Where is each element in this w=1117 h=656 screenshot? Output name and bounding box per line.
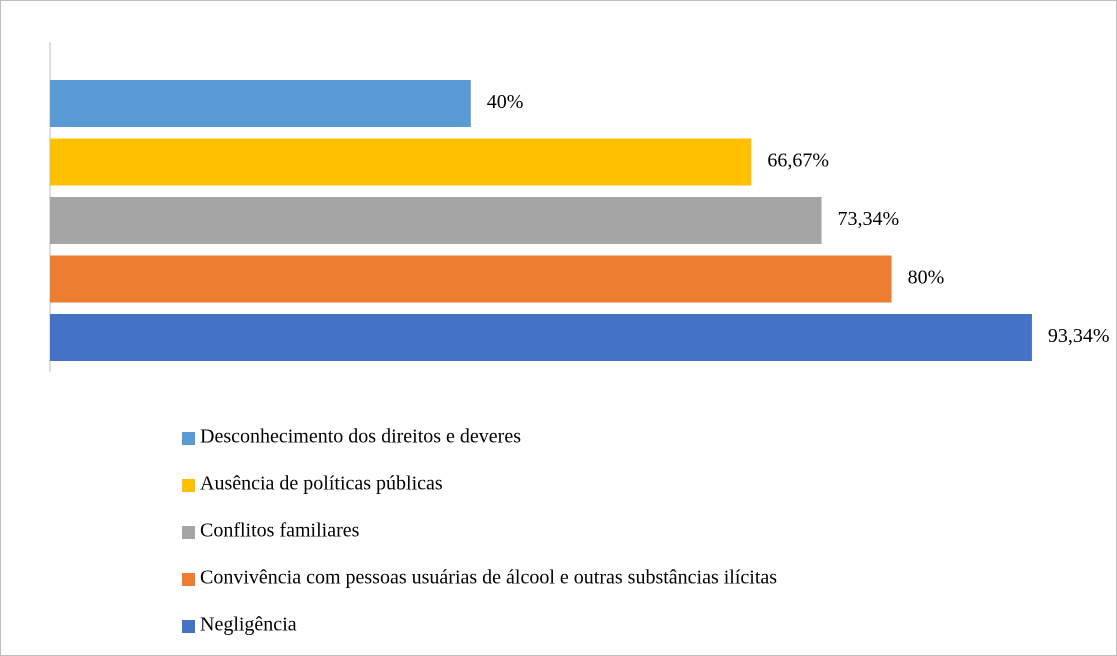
data-label: 80% [908,267,945,289]
bar [50,80,471,127]
legend-label: Desconhecimento dos direitos e deveres [200,426,521,448]
data-label: 73,34% [838,208,900,230]
legend-label: Ausência de políticas públicas [200,473,443,495]
bar [50,138,752,186]
bar [50,314,1032,361]
legend-label: Convivência com pessoas usuárias de álco… [200,567,777,589]
legend-label: Conflitos familiares [200,520,360,542]
legend-swatch [182,479,195,492]
data-label: 40% [487,91,524,113]
legend-swatch [182,620,195,633]
legend-swatch [182,526,195,539]
bar [50,255,892,303]
bar [50,197,822,244]
legend-swatch [182,432,195,445]
legend-label: Negligência [200,614,297,636]
data-label: 66,67% [767,150,829,172]
data-label: 93,34% [1048,325,1110,347]
legend-swatch [182,573,195,586]
